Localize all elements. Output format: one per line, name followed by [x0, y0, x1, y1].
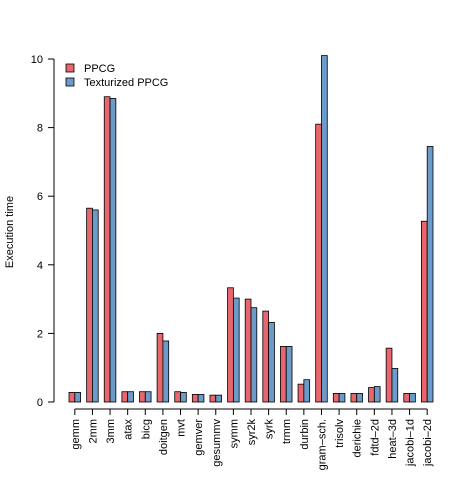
- x-tick-label: jacobi–1d: [405, 419, 417, 467]
- x-tick-label: gemm: [70, 419, 82, 450]
- x-tick-label: syrk: [264, 419, 276, 440]
- bar-texturized-ppcg-14: [321, 55, 328, 403]
- bar-texturized-ppcg-11: [268, 322, 275, 403]
- y-tick-label: 2: [37, 328, 43, 340]
- y-tick-label: 8: [37, 123, 43, 135]
- x-tick-label: symm: [228, 419, 240, 448]
- bar-texturized-ppcg-13: [303, 379, 311, 403]
- x-tick-label: gesummv: [211, 419, 223, 467]
- bar-texturized-ppcg-12: [285, 346, 293, 403]
- x-tick-label: jacobi–2d: [422, 419, 434, 467]
- x-tick-label: 2mm: [87, 419, 99, 443]
- bar-ppcg-11: [262, 310, 270, 403]
- bar-texturized-ppcg-10: [250, 307, 258, 403]
- legend: PPCG Texturized PPCG: [65, 63, 168, 89]
- y-tick-label: 4: [37, 260, 43, 272]
- y-axis: 0 2 4 6 8 10: [31, 54, 55, 409]
- bar-ppcg-6: [174, 391, 181, 403]
- y-tick-label: 10: [31, 54, 43, 66]
- x-tick-label: trisolv: [334, 419, 346, 448]
- bar-ppcg-2: [103, 96, 111, 403]
- bar-texturized-ppcg-7: [197, 394, 205, 403]
- bar-texturized-ppcg-4: [144, 391, 152, 403]
- x-tick-label: mvt: [176, 419, 188, 437]
- bar-texturized-ppcg-9: [232, 297, 240, 403]
- x-tick-label: derichie: [352, 419, 364, 458]
- bar-ppcg-0: [68, 391, 76, 403]
- bar-texturized-ppcg-3: [127, 391, 134, 403]
- bar-texturized-ppcg-2: [109, 98, 117, 403]
- bar-texturized-ppcg-8: [215, 394, 222, 403]
- bars: [68, 55, 434, 403]
- bar-ppcg-19: [403, 393, 410, 403]
- bar-texturized-ppcg-1: [92, 209, 99, 403]
- bar-ppcg-8: [209, 394, 217, 403]
- x-tick-label: fdtd–2d: [369, 419, 381, 456]
- x-tick-label: syr2k: [246, 419, 258, 446]
- bar-ppcg-12: [280, 346, 287, 403]
- x-tick-label: durbin: [299, 419, 311, 450]
- bar-ppcg-13: [297, 383, 305, 403]
- bar-ppcg-10: [244, 298, 252, 403]
- bar-texturized-ppcg-16: [356, 393, 363, 403]
- legend-label: Texturized PPCG: [84, 77, 168, 89]
- legend-swatch: [65, 77, 75, 87]
- legend-label: PPCG: [84, 63, 115, 75]
- x-tick-label: heat–3d: [387, 419, 399, 459]
- legend-swatch: [65, 63, 75, 73]
- x-tick-label: bicg: [140, 419, 152, 439]
- bar-texturized-ppcg-17: [373, 386, 381, 403]
- bar-ppcg-16: [350, 393, 358, 403]
- bar-ppcg-20: [420, 220, 428, 403]
- x-axis: gemm 2mm 3mm atax bicg doitgen mvt gemver gesumm…: [70, 408, 434, 470]
- bar-texturized-ppcg-0: [74, 391, 82, 403]
- bar-texturized-ppcg-5: [162, 340, 170, 403]
- bar-ppcg-14: [315, 123, 322, 403]
- x-tick-label: atax: [123, 419, 135, 440]
- bar-ppcg-7: [191, 394, 199, 403]
- bar-ppcg-4: [139, 391, 146, 403]
- bar-ppcg-3: [121, 391, 129, 403]
- x-tick-label: gemver: [193, 419, 205, 456]
- bar-ppcg-18: [385, 347, 393, 403]
- x-tick-label: doitgen: [158, 419, 170, 455]
- x-tick-label: 3mm: [105, 419, 117, 443]
- bar-texturized-ppcg-19: [409, 393, 416, 403]
- bar-ppcg-17: [368, 387, 375, 403]
- bar-texturized-ppcg-6: [180, 391, 187, 403]
- y-axis-label: Execution time: [4, 196, 16, 268]
- bar-ppcg-1: [86, 207, 93, 403]
- y-tick-label: 0: [37, 397, 43, 409]
- x-tick-label: gram–sch.: [316, 419, 328, 470]
- bar-ppcg-15: [332, 393, 340, 403]
- y-tick-label: 6: [37, 191, 43, 203]
- bar-texturized-ppcg-20: [426, 146, 434, 403]
- bar-texturized-ppcg-18: [391, 367, 399, 403]
- bar-ppcg-9: [227, 287, 234, 403]
- bar-ppcg-5: [156, 332, 164, 403]
- bar-texturized-ppcg-15: [338, 393, 346, 403]
- x-tick-label: trmm: [281, 419, 293, 444]
